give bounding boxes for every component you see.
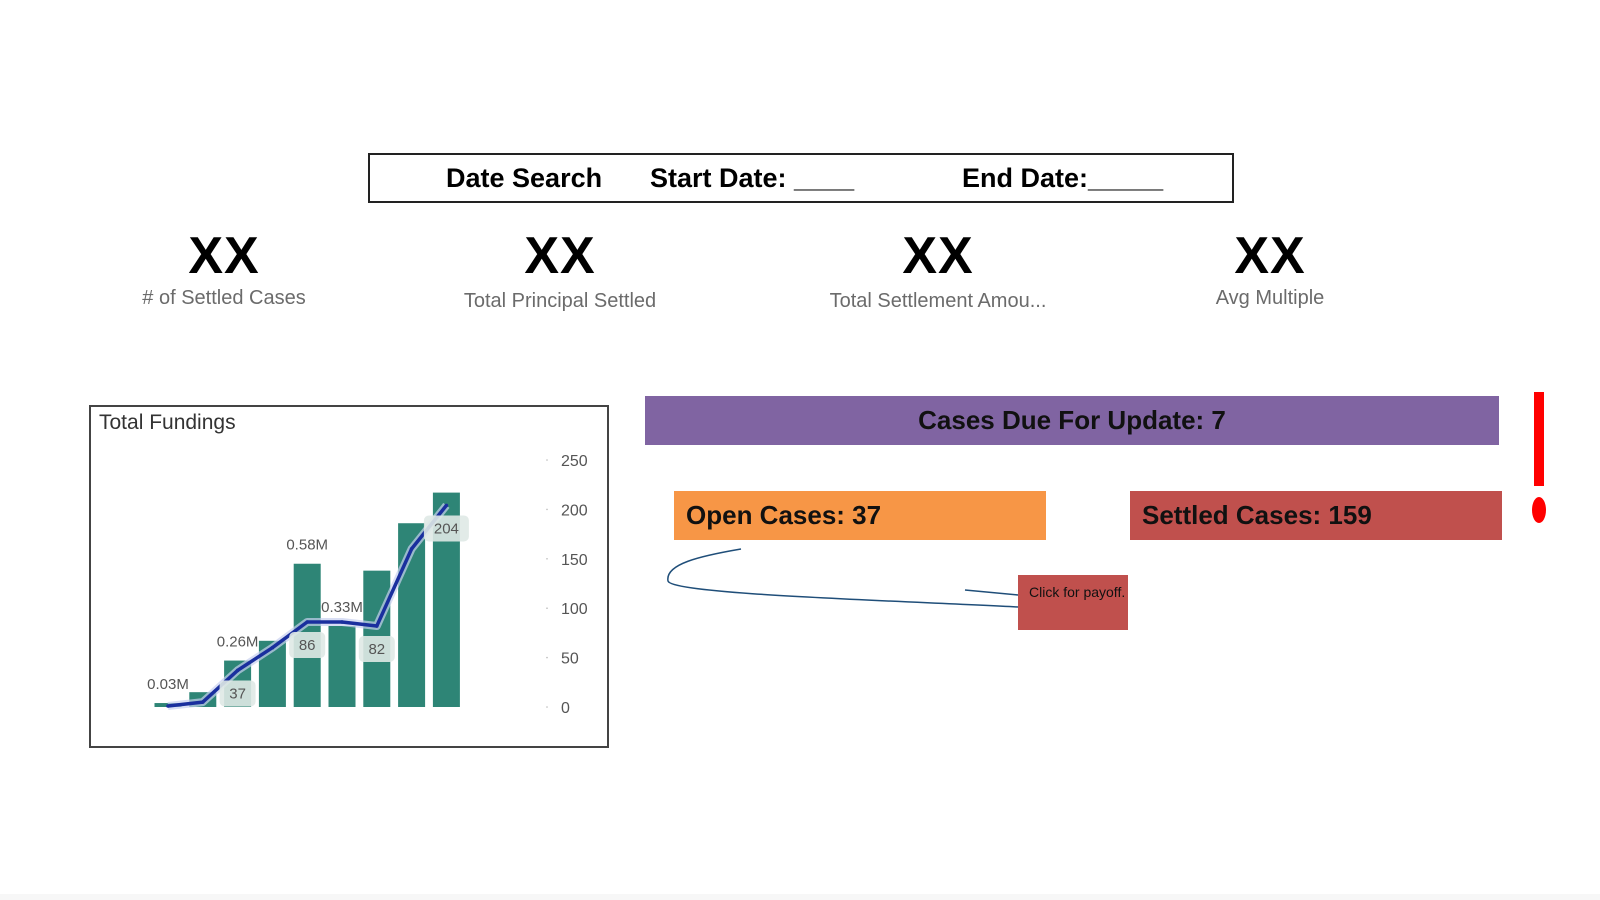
y-tick-mark bbox=[546, 558, 548, 560]
kpi-value: XX bbox=[188, 227, 260, 285]
y-tick-label: 100 bbox=[561, 601, 588, 618]
kpi-value: XX bbox=[902, 227, 974, 285]
kpi-total-settlement: XX Total Settlement Amou... bbox=[788, 226, 1088, 313]
line-point bbox=[166, 704, 170, 708]
kpi-total-principal: XX Total Principal Settled bbox=[410, 226, 710, 313]
bottom-strip bbox=[0, 894, 1600, 900]
line-point bbox=[340, 620, 344, 624]
kpi-label: Total Principal Settled bbox=[463, 290, 657, 312]
chart-plot: 250 200 150 100 50 0 0.03M 0.26M 0.58M 0.33M 37 86 8… bbox=[147, 453, 588, 717]
y-tick-label: 250 bbox=[561, 453, 588, 470]
kpi-settled-cases: XX # of Settled Cases bbox=[74, 226, 374, 310]
bar bbox=[328, 625, 356, 707]
line-point bbox=[270, 645, 275, 650]
line-point bbox=[444, 503, 449, 508]
payoff-note[interactable]: Click for payoff. bbox=[1018, 575, 1128, 630]
kpi-value: XX bbox=[524, 227, 596, 285]
y-tick-mark bbox=[546, 706, 548, 708]
bar-data-label: 0.26M bbox=[217, 634, 259, 651]
line-label-box bbox=[358, 635, 395, 662]
line-data-label: 86 bbox=[299, 637, 316, 654]
y-tick-label: 50 bbox=[561, 651, 579, 668]
line-point bbox=[201, 700, 205, 704]
line-point bbox=[409, 547, 414, 551]
date-search-label: Date Search bbox=[446, 163, 603, 193]
kpi-label: Avg Multiple bbox=[1215, 287, 1325, 309]
date-search-bar[interactable]: Date Search Start Date: ____ End Date:__… bbox=[368, 153, 1234, 203]
line-label-box bbox=[219, 680, 256, 707]
line-data-label: 204 bbox=[434, 520, 459, 537]
total-fundings-chart[interactable]: Total Fundings 250 200 150 100 50 0 0.03M 0.26M… bbox=[89, 405, 609, 748]
alert-exclamation-bar bbox=[1534, 392, 1544, 486]
line-point bbox=[375, 624, 379, 628]
kpi-avg-multiple: XX Avg Multiple bbox=[1120, 226, 1420, 310]
alert-exclamation-dot bbox=[1532, 497, 1546, 523]
y-tick-label: 150 bbox=[561, 552, 588, 569]
y-tick-label: 200 bbox=[561, 502, 588, 519]
line-point bbox=[305, 620, 309, 624]
line-data-label: 37 bbox=[229, 685, 246, 702]
y-tick-mark bbox=[546, 508, 548, 511]
line-point bbox=[235, 668, 240, 673]
chart-title: Total Fundings bbox=[99, 411, 236, 434]
bar-data-label: 0.58M bbox=[286, 537, 328, 554]
end-date-field[interactable]: End Date:_____ bbox=[962, 163, 1164, 193]
start-date-field[interactable]: Start Date: ____ bbox=[650, 163, 855, 193]
cases-due-banner[interactable]: Cases Due For Update: 7 bbox=[645, 396, 1499, 445]
y-tick-mark bbox=[546, 607, 548, 609]
bar-data-label: 0.03M bbox=[147, 676, 189, 693]
line-label-box bbox=[289, 632, 326, 659]
kpi-label: # of Settled Cases bbox=[142, 287, 306, 309]
kpi-value: XX bbox=[1234, 227, 1306, 285]
settled-cases-button[interactable]: Settled Cases: 159 bbox=[1130, 491, 1502, 540]
open-cases-button[interactable]: Open Cases: 37 bbox=[674, 491, 1046, 540]
line-data-label: 82 bbox=[368, 641, 385, 658]
kpi-label: Total Settlement Amou... bbox=[829, 290, 1047, 312]
line-label-box bbox=[423, 515, 469, 542]
y-tick-label: 0 bbox=[561, 700, 570, 717]
y-tick-mark bbox=[546, 459, 548, 461]
bar-data-label: 0.33M bbox=[321, 599, 363, 616]
y-tick-mark bbox=[546, 656, 548, 659]
